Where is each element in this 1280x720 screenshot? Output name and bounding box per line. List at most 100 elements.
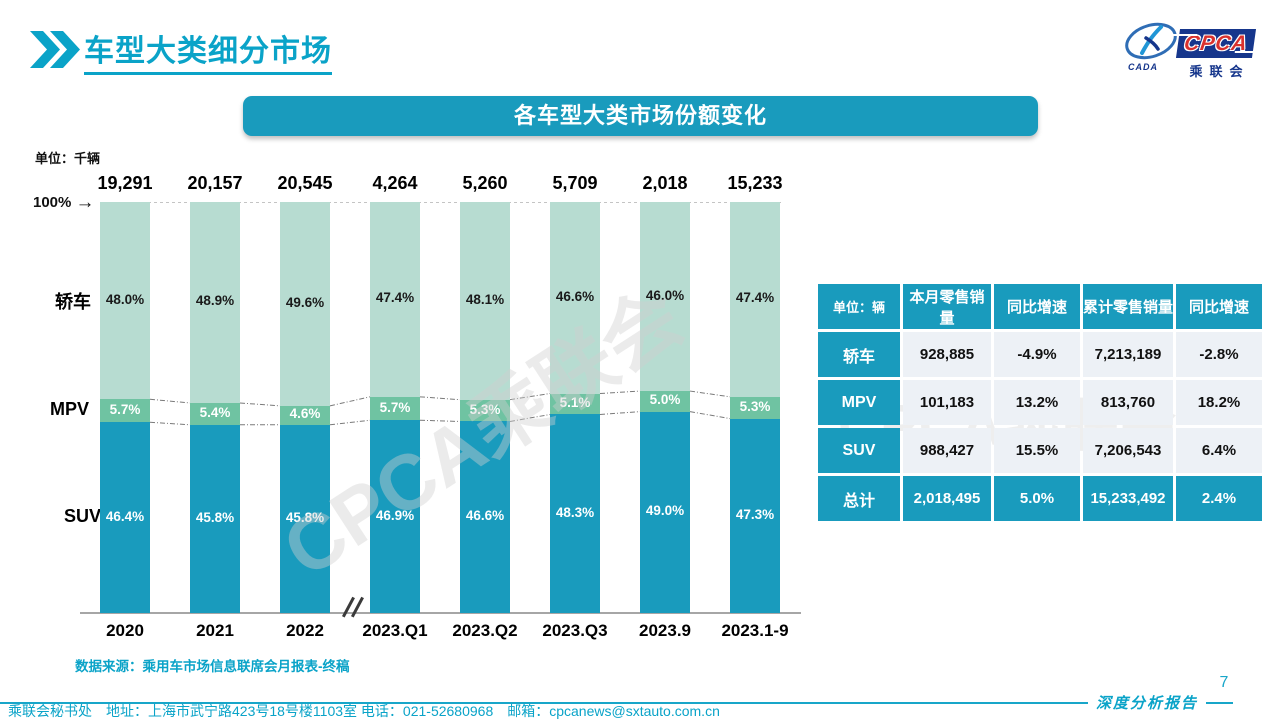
double-chevron-icon	[30, 31, 80, 68]
table-data-cell: 988,427	[903, 428, 991, 473]
table-row-label: 轿车	[818, 332, 900, 377]
table-header-cell: 同比增速	[994, 284, 1080, 329]
table-header-cell: 累计零售销量	[1083, 284, 1173, 329]
bar-segment-SUV	[640, 411, 690, 613]
bar-segment-SUV	[280, 424, 330, 613]
bar-segment-轿车	[370, 202, 420, 397]
bar-total-value: 5,709	[552, 173, 598, 193]
bar-segment-MPV	[550, 393, 600, 415]
table-data-cell: -2.8%	[1176, 332, 1262, 377]
bar-segment-label: 46.4%	[105, 508, 145, 524]
bar-segment-label: 45.8%	[195, 509, 235, 525]
bar-total-value: 4,264	[372, 173, 418, 193]
table-data-cell: 15,233,492	[1083, 476, 1173, 521]
table-data-cell: 928,885	[903, 332, 991, 377]
bar-segment-label: 5.3%	[739, 398, 771, 414]
rule-line	[1206, 701, 1233, 704]
x-axis-tick-label: 2020	[106, 621, 144, 640]
bar-segment-label: 5.3%	[469, 401, 501, 417]
bar-segment-SUV	[730, 418, 780, 613]
bar-segment-label: 4.6%	[289, 406, 321, 422]
x-axis-tick-label: 2023.1-9	[721, 621, 789, 640]
bar-segment-label: 5.7%	[379, 399, 411, 415]
series-label-mpv: MPV	[50, 399, 90, 419]
bar-segment-label: 48.9%	[195, 293, 235, 309]
cpca-logo: CADA CPCA 乘联会	[1124, 18, 1261, 79]
bar-segment-label: 5.1%	[559, 395, 591, 410]
table-header-cell: 单位：辆	[818, 284, 900, 329]
logo-cpca-box: CPCA	[1171, 29, 1261, 58]
logo-org-name: 乘联会	[1189, 64, 1250, 79]
rule-line	[0, 701, 1088, 704]
table-data-cell: 813,760	[1083, 380, 1173, 425]
x-axis-tick-label: 2023.Q3	[542, 621, 608, 640]
bar-segment-label: 47.3%	[735, 506, 775, 522]
x-axis-tick-label: 2023.9	[639, 621, 691, 640]
bar-segment-MPV	[280, 405, 330, 425]
bar-segment-MPV	[190, 402, 240, 425]
bar-segment-SUV	[190, 424, 240, 613]
table-data-cell: 7,213,189	[1083, 332, 1173, 377]
bar-segment-label: 5.4%	[199, 404, 231, 420]
table-row-label: 总计	[818, 476, 900, 521]
bar-total-value: 5,260	[462, 173, 508, 193]
x-axis-tick-label: 2021	[196, 621, 234, 640]
summary-table: 单位：辆 本月零售销量 同比增速 累计零售销量 同比增速 轿车 928,885 -4.9% 7,…	[818, 284, 1262, 521]
x-axis-line	[80, 612, 801, 614]
page-title: 车型大类细分市场	[84, 26, 332, 75]
bar-segment-MPV	[640, 391, 690, 412]
table-data-cell: -4.9%	[994, 332, 1080, 377]
logo-stripe	[1171, 34, 1198, 36]
table-data-cell: 13.2%	[994, 380, 1080, 425]
bar-segment-label: 48.3%	[555, 504, 595, 520]
table-data-cell: 6.4%	[1176, 428, 1262, 473]
table-header-cell: 同比增速	[1176, 284, 1262, 329]
table-data-cell: 7,206,543	[1083, 428, 1173, 473]
bar-segment-轿车	[730, 202, 780, 397]
bar-segment-label: 47.4%	[375, 290, 415, 306]
bar-segment-MPV	[730, 396, 780, 419]
bar-segment-SUV	[370, 420, 420, 613]
bar-segment-label: 49.6%	[285, 294, 325, 310]
bar-segment-轿车	[280, 202, 330, 406]
bar-segment-轿车	[640, 202, 690, 392]
bar-segment-MPV	[460, 399, 510, 422]
cpca-emblem-icon	[1125, 22, 1177, 60]
bar-segment-label: 47.4%	[735, 290, 775, 306]
bar-segment-轿车	[550, 202, 600, 394]
bar-total-value: 20,157	[187, 173, 243, 193]
table-data-cell: 5.0%	[994, 476, 1080, 521]
bar-segment-MPV	[100, 399, 150, 423]
logo-stripe	[1234, 51, 1261, 53]
series-label-suv: SUV	[64, 506, 102, 526]
table-data-cell: 2.4%	[1176, 476, 1262, 521]
bar-segment-label: 46.6%	[465, 508, 505, 524]
bar-segment-label: 48.1%	[465, 291, 505, 307]
table-header-cell: 本月零售销量	[903, 284, 991, 329]
x-axis-tick-label: 2023.Q1	[362, 621, 428, 640]
bar-total-value: 2,018	[642, 173, 688, 193]
table-data-cell: 18.2%	[1176, 380, 1262, 425]
bar-total-value: 19,291	[97, 173, 153, 193]
footer-contact: 乘联会秘书处 地址：上海市武宁路423号18号楼1103室 电话：021-526…	[8, 703, 720, 719]
bar-segment-label: 46.6%	[555, 288, 595, 304]
bar-segment-SUV	[460, 421, 510, 613]
page-number: 7	[1219, 674, 1229, 691]
bar-segment-label: 46.9%	[375, 507, 415, 523]
bar-segment-轿车	[190, 202, 240, 403]
axis-100-label: 100% →	[33, 192, 95, 213]
series-label-sedan: 轿车	[55, 292, 91, 312]
bar-segment-SUV	[550, 414, 600, 613]
bar-segment-label: 46.0%	[645, 287, 685, 303]
x-axis-tick-label: 2023.Q2	[452, 621, 518, 640]
bar-segment-SUV	[100, 422, 150, 613]
bar-segment-轿车	[460, 202, 510, 400]
bar-segment-label: 49.0%	[645, 503, 685, 519]
bar-total-value: 20,545	[277, 173, 333, 193]
data-source-note: 数据来源：乘用车市场信息联席会月报表-终稿	[75, 659, 350, 674]
table-data-cell: 2,018,495	[903, 476, 991, 521]
logo-emblem-caption: CADA	[1128, 62, 1158, 72]
bar-total-value: 15,233	[727, 173, 783, 193]
bar-segment-label: 5.0%	[649, 392, 681, 408]
